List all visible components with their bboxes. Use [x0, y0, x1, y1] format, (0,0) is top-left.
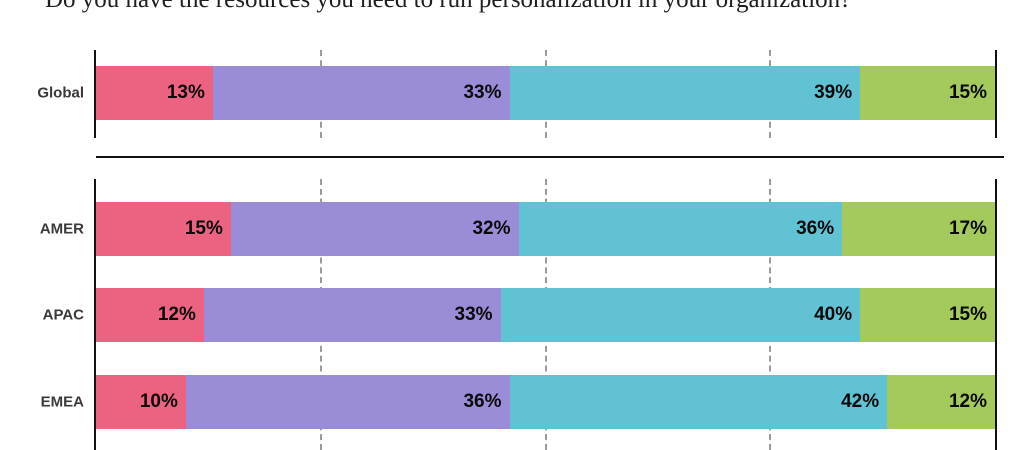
bar-segment: 17%	[842, 202, 995, 256]
segment-value-label: 36%	[796, 218, 835, 239]
chart-regions: AMER 15% 32% 36% 17% APAC 12% 33% 40% 15% EMEA 10% 3…	[40, 179, 997, 450]
bar-segment: 15%	[96, 202, 231, 256]
segment-value-label: 12%	[157, 304, 196, 325]
row-label: Global	[37, 84, 84, 102]
chart-title: Do you have the resources you need to ru…	[45, 0, 851, 14]
bar-row-apac: APAC 12% 33% 40% 15%	[43, 288, 995, 342]
segment-value-label: 12%	[948, 391, 987, 412]
bar-row-global: Global 13% 33% 39% 15%	[37, 66, 995, 120]
segment-value-label: 32%	[472, 218, 511, 239]
bar-segment: 40%	[500, 288, 861, 342]
bar-row-emea: EMEA 10% 36% 42% 12%	[41, 375, 995, 429]
bar-row-amer: AMER 15% 32% 36% 17%	[40, 202, 995, 256]
bar-segment: 36%	[185, 375, 510, 429]
right-axis-line	[995, 179, 997, 450]
segment-value-label: 40%	[814, 304, 853, 325]
segment-value-label: 10%	[139, 391, 178, 412]
left-axis-line	[94, 50, 96, 138]
bar-segment: 15%	[860, 288, 995, 342]
right-axis-line	[995, 50, 997, 138]
bar-segment: 12%	[887, 375, 995, 429]
segment-value-label: 39%	[814, 82, 853, 103]
row-label: EMEA	[40, 393, 84, 411]
segment-value-label: 15%	[948, 82, 987, 103]
segment-value-label: 15%	[948, 304, 987, 325]
segment-value-label: 33%	[463, 82, 502, 103]
bar-segment: 42%	[509, 375, 888, 429]
segment-value-label: 36%	[463, 391, 502, 412]
left-axis-line	[94, 179, 96, 450]
chart-global: Global 13% 33% 39% 15%	[37, 50, 997, 138]
segment-value-label: 13%	[166, 82, 205, 103]
bar-segment: 36%	[518, 202, 843, 256]
segment-value-label: 42%	[841, 391, 880, 412]
segment-value-label: 17%	[948, 218, 987, 239]
bar-segment: 33%	[212, 66, 510, 120]
bar-segment: 12%	[96, 288, 204, 342]
separator-line	[96, 156, 1004, 158]
bar-segment: 39%	[509, 66, 861, 120]
bar-segment: 10%	[96, 375, 186, 429]
bar-segment: 33%	[203, 288, 501, 342]
row-label: APAC	[42, 306, 84, 324]
segment-value-label: 33%	[454, 304, 493, 325]
bar-segment: 13%	[96, 66, 213, 120]
bar-segment: 32%	[230, 202, 519, 256]
row-label: AMER	[39, 220, 84, 238]
bar-segment: 15%	[860, 66, 995, 120]
segment-value-label: 15%	[184, 218, 223, 239]
